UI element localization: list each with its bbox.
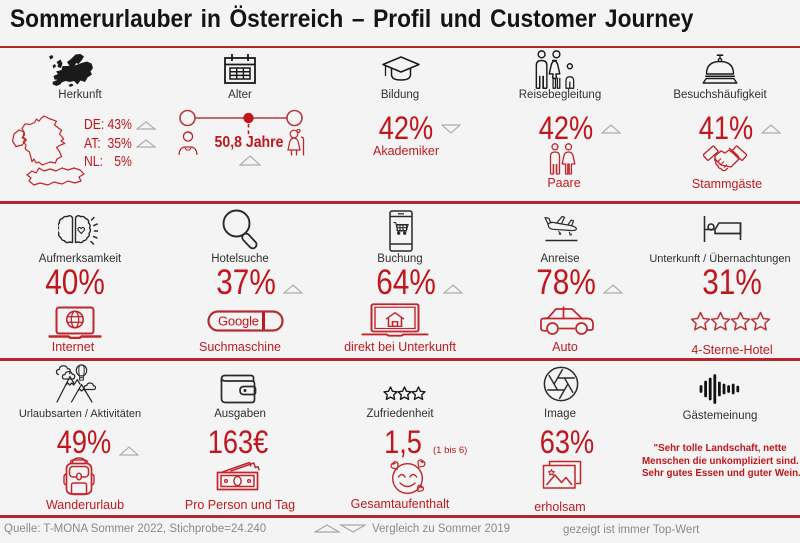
svg-text:Google: Google — [218, 314, 259, 329]
